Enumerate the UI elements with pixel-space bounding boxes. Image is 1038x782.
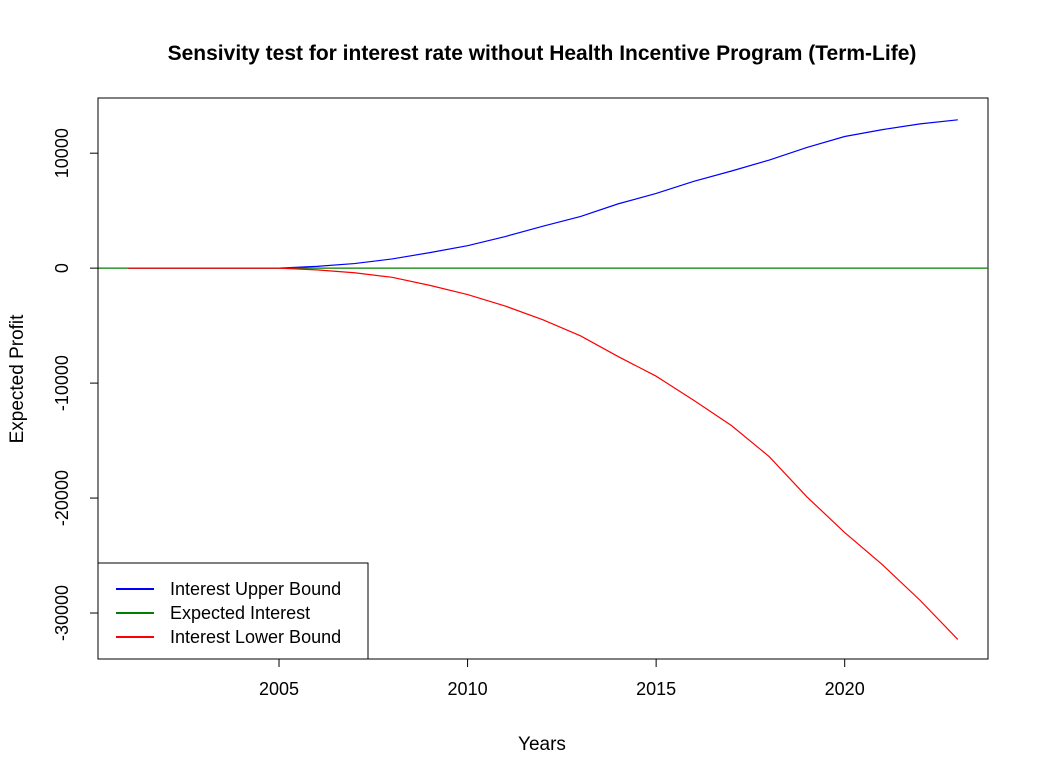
y-tick-label: 0 — [52, 263, 72, 273]
x-tick-label: 2005 — [259, 679, 299, 699]
y-tick-label: 10000 — [52, 128, 72, 178]
y-tick-label: -20000 — [52, 470, 72, 526]
legend-box — [97, 562, 369, 660]
legend-label-2: Interest Lower Bound — [170, 627, 341, 647]
legend: Interest Upper Bound Expected Interest Int… — [97, 562, 369, 660]
x-tick-label: 2020 — [825, 679, 865, 699]
series-line-2 — [128, 267, 959, 640]
x-axis: 2005 2010 2015 2020 — [259, 658, 865, 699]
y-axis-label: Expected Profit — [7, 314, 28, 444]
legend-label-1: Expected Interest — [170, 603, 310, 623]
series-layer — [98, 119, 988, 640]
y-axis: 10000 0 -10000 -20000 -30000 — [52, 128, 99, 641]
y-tick-label: -10000 — [52, 355, 72, 411]
y-tick-label: -30000 — [52, 585, 72, 641]
x-tick-label: 2015 — [636, 679, 676, 699]
x-tick-label: 2010 — [448, 679, 488, 699]
chart-title: Sensivity test for interest rate without… — [168, 42, 917, 65]
series-line-0 — [128, 119, 958, 269]
legend-label-0: Interest Upper Bound — [170, 579, 341, 599]
x-axis-label: Years — [518, 734, 566, 755]
